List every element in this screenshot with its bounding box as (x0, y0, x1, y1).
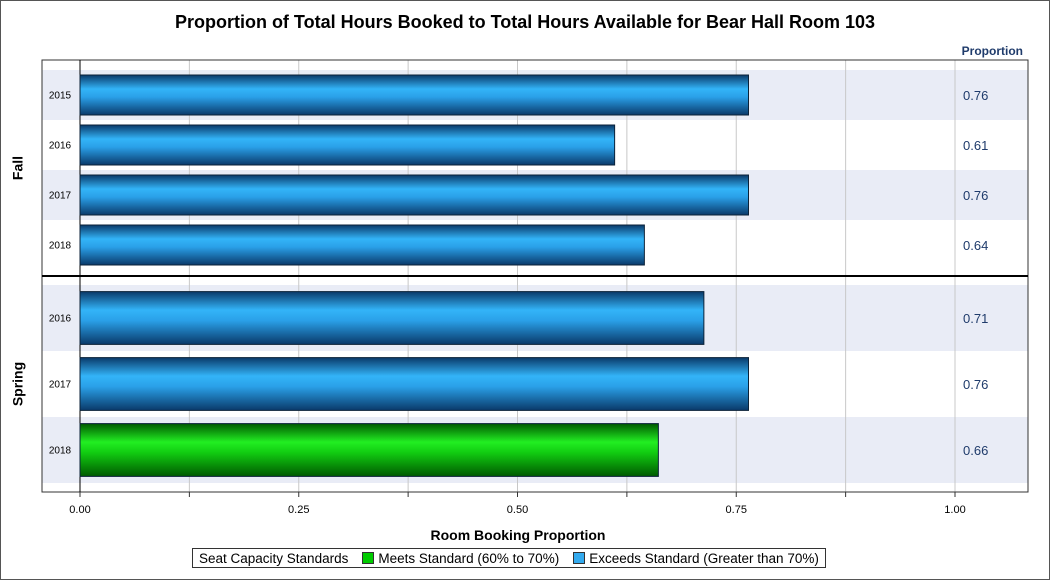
x-tick-label: 0.25 (288, 504, 309, 516)
x-tick-label: 1.00 (944, 504, 965, 516)
value-column-header: Proportion (962, 44, 1023, 58)
bar-spring-2018 (79, 423, 659, 477)
group-label-fall: Fall (10, 156, 26, 180)
row-label-year: 2017 (49, 380, 72, 391)
bar-fall-2018 (79, 224, 645, 266)
row-label-year: 2016 (49, 141, 72, 152)
value-label: 0.61 (963, 138, 988, 153)
legend-label-meets: Meets Standard (60% to 70%) (378, 550, 560, 566)
chart-title: Proportion of Total Hours Booked to Tota… (174, 12, 876, 32)
bar-spring-2016 (79, 291, 705, 345)
row-label-year: 2018 (49, 241, 72, 252)
value-label: 0.76 (963, 377, 988, 392)
x-tick-label: 0.50 (507, 504, 528, 516)
x-axis-title: Room Booking Proportion (431, 527, 606, 543)
bar-fall-2015 (79, 74, 749, 116)
row-label-year: 2018 (49, 446, 72, 457)
legend-swatch-exceeds (573, 552, 586, 564)
group-label-spring: Spring (10, 362, 26, 406)
bar-fall-2017 (79, 174, 749, 216)
chart-legend: Seat Capacity Standards Meets Standard (… (192, 548, 826, 568)
x-tick-label: 0.00 (69, 504, 90, 516)
value-label: 0.71 (963, 311, 988, 326)
value-label: 0.66 (963, 443, 988, 458)
bar-spring-2017 (79, 357, 749, 411)
bar-fall-2016 (79, 124, 616, 166)
legend-swatch-meets (362, 552, 375, 564)
value-label: 0.76 (963, 88, 988, 103)
value-label: 0.76 (963, 188, 988, 203)
row-label-year: 2017 (49, 191, 72, 202)
row-label-year: 2016 (49, 314, 72, 325)
legend-title: Seat Capacity Standards (199, 550, 349, 566)
legend-label-exceeds: Exceeds Standard (Greater than 70%) (589, 550, 819, 566)
row-label-year: 2015 (49, 91, 72, 102)
value-label: 0.64 (963, 238, 988, 253)
x-tick-label: 0.75 (726, 504, 747, 516)
